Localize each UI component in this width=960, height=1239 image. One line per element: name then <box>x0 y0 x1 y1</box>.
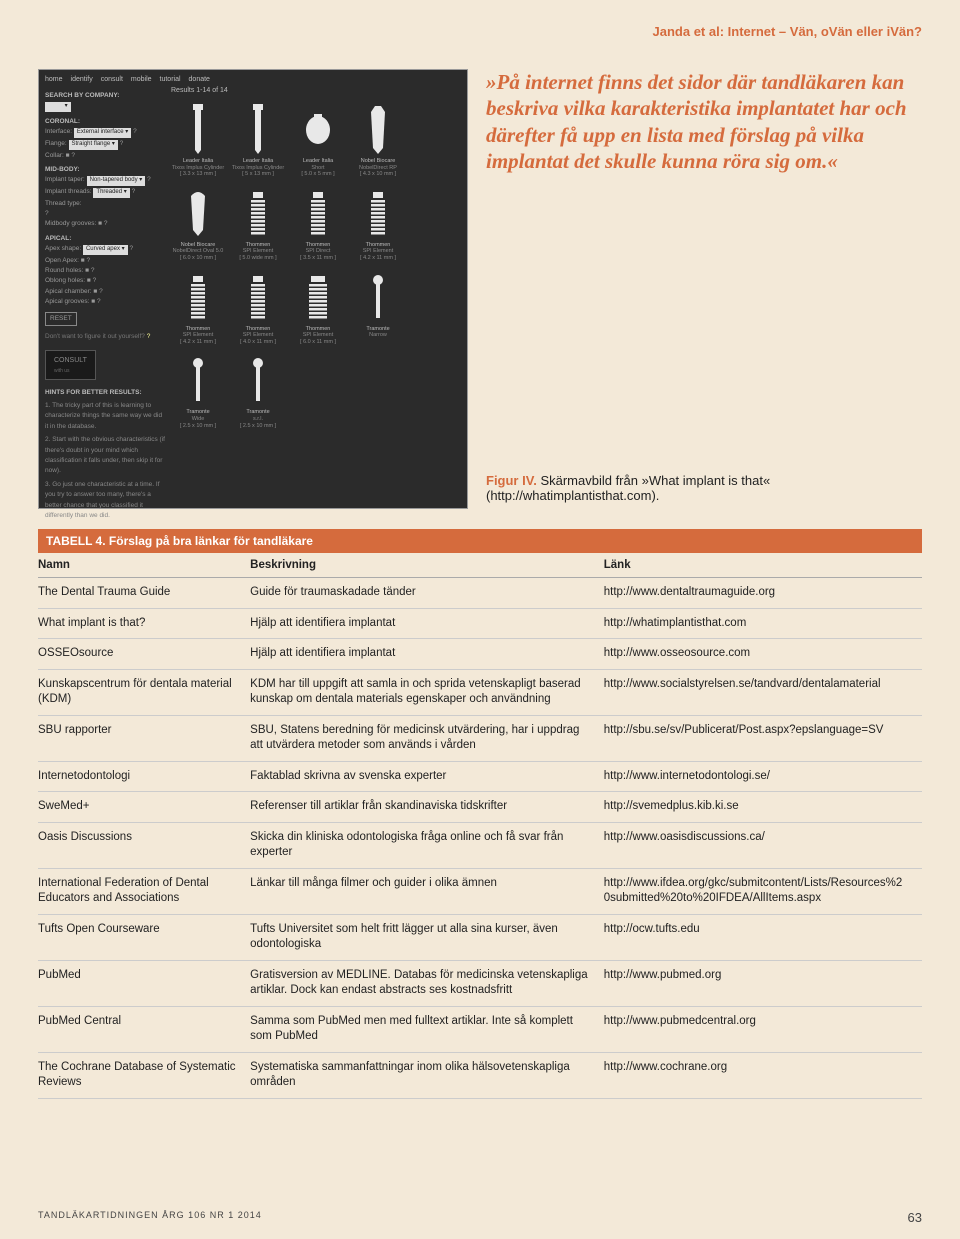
reset-button: RESET <box>45 312 77 326</box>
table-row: Tufts Open CoursewareTufts Universitet s… <box>38 914 922 960</box>
ss-nav-item: consult <box>101 76 123 83</box>
figure-label: Figur IV. <box>486 473 537 488</box>
figure-caption: Figur IV. Skärmavbild från »What implant… <box>486 473 922 503</box>
table-row: SBU rapporterSBU, Statens beredning för … <box>38 715 922 761</box>
implant-thumb: Leader ItaliaTixos Implus Cylinder[ 3.3 … <box>171 100 225 178</box>
pull-quote: »På internet finns det sidor där tandläk… <box>486 69 922 174</box>
ss-nav-item: tutorial <box>160 76 181 83</box>
implant-thumb: ThommenSPI Element[ 4.2 x 11 mm ] <box>351 184 405 262</box>
implant-thumb: ThommenSPI Direct[ 3.5 x 11 mm ] <box>291 184 345 262</box>
ss-nav-item: mobile <box>131 76 152 83</box>
implant-thumb: Leader ItaliaShort[ 5.0 x 5 mm ] <box>291 100 345 178</box>
table-row: International Federation of Dental Educa… <box>38 868 922 914</box>
journal-line: TANDLÄKARTIDNINGEN ÅRG 106 NR 1 2014 <box>38 1210 262 1225</box>
table-row: PubMed CentralSamma som PubMed men med f… <box>38 1006 922 1052</box>
implant-thumb: Nobel BiocareNobelDirect Oval 5.0[ 6.0 x… <box>171 184 225 262</box>
table-row: What implant is that?Hjälp att identifie… <box>38 608 922 639</box>
page-number: 63 <box>908 1210 922 1225</box>
figure-screenshot: homeidentifyconsultmobiletutorialdonate … <box>38 69 468 509</box>
ss-nav-item: donate <box>189 76 210 83</box>
ss-nav-item: identify <box>71 76 93 83</box>
table-col-header: Länk <box>604 553 922 578</box>
table-row: OSSEOsourceHjälp att identifiera implant… <box>38 639 922 670</box>
table-header-bar: TABELL 4. Förslag på bra länkar för tand… <box>38 529 922 553</box>
results-count: Results 1-14 of 14 <box>171 87 461 94</box>
implant-thumb: ThommenSPI Element[ 4.2 x 11 mm ] <box>171 268 225 346</box>
implant-thumb: Tramontes.r.l.[ 2.5 x 10 mm ] <box>231 351 285 429</box>
table-row: SweMed+Referenser till artiklar från ska… <box>38 792 922 823</box>
links-table: NamnBeskrivningLänk The Dental Trauma Gu… <box>38 553 922 1099</box>
table-row: The Cochrane Database of Systematic Revi… <box>38 1052 922 1098</box>
implant-thumb: ThommenSPI Element[ 4.0 x 11 mm ] <box>231 268 285 346</box>
implant-thumb: Nobel BiocareNobelDirect RP[ 4.3 x 10 mm… <box>351 100 405 178</box>
table-col-header: Namn <box>38 553 250 578</box>
implant-thumb: TramonteNarrow <box>351 268 405 346</box>
implant-thumb: ThommenSPI Element[ 5.0 wide mm ] <box>231 184 285 262</box>
table-row: The Dental Trauma GuideGuide för traumas… <box>38 578 922 609</box>
table-row: Kunskapscentrum för dentala material (KD… <box>38 669 922 715</box>
table-row: InternetodontologiFaktablad skrivna av s… <box>38 761 922 792</box>
table-col-header: Beskrivning <box>250 553 604 578</box>
table-row: Oasis DiscussionsSkicka din kliniska odo… <box>38 822 922 868</box>
implant-thumb: TramonteWide[ 2.5 x 10 mm ] <box>171 351 225 429</box>
ss-nav-item: home <box>45 76 63 83</box>
table-row: PubMedGratisversion av MEDLINE. Databas … <box>38 960 922 1006</box>
running-header: Janda et al: Internet – Vän, oVän eller … <box>38 24 922 39</box>
implant-thumb: Leader ItaliaTixos Implus Cylinder[ 5 x … <box>231 100 285 178</box>
consult-button: CONSULTwith us <box>45 350 96 379</box>
implant-thumb: ThommenSPI Element[ 6.0 x 11 mm ] <box>291 268 345 346</box>
